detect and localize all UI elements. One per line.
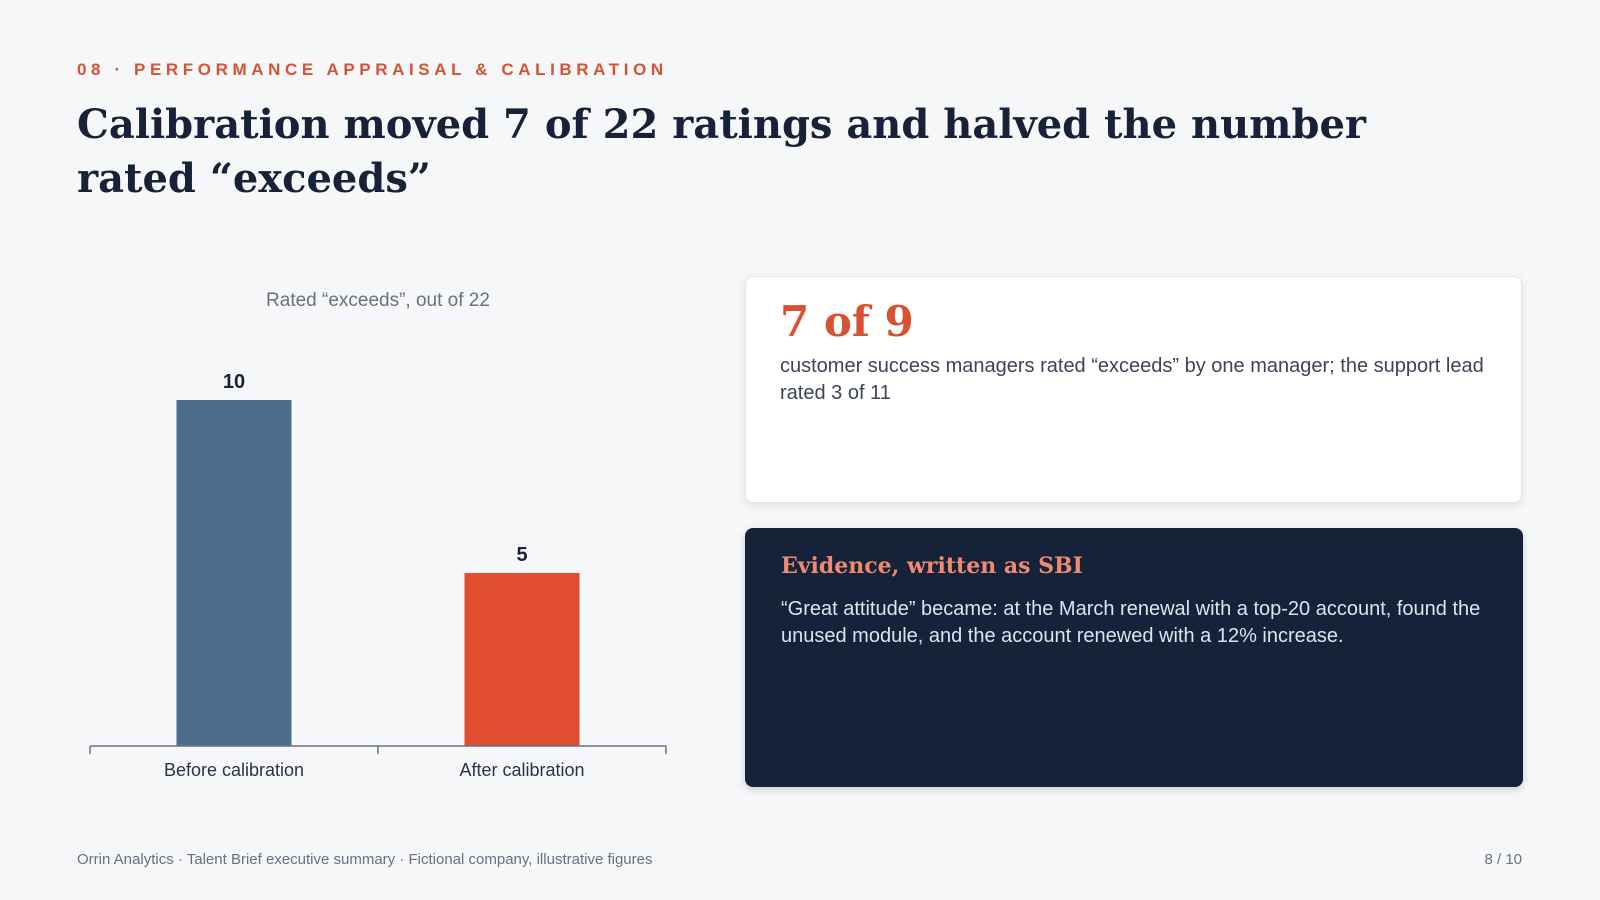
footer-source: Orrin Analytics · Talent Brief executive… [77, 851, 653, 868]
x-tick-label-2: After calibration [459, 760, 584, 780]
bar-chart-svg: Rated “exceeds”, out of 22 10 Before calib… [89, 290, 667, 780]
x-tick-label-1: Before calibration [164, 760, 304, 780]
section-eyebrow: 08 · PERFORMANCE APPRAISAL & CALIBRATION [77, 60, 668, 79]
bar-1 [176, 400, 292, 746]
evidence-card: Evidence, written as SBI “Great attitude… [745, 528, 1523, 787]
stat-card: 7 of 9 customer success managers rated “… [745, 276, 1522, 503]
chart-title: Rated “exceeds”, out of 22 [266, 290, 490, 311]
stat-value: 7 of 9 [780, 297, 914, 346]
bar-value-label-2: 5 [516, 544, 527, 566]
page-number: 8 / 10 [1484, 851, 1522, 868]
evidence-title: Evidence, written as SBI [781, 553, 1083, 579]
stat-description: customer success managers rated “exceeds… [780, 355, 1484, 404]
evidence-body: “Great attitude” became: at the March re… [781, 598, 1481, 647]
bar-2 [464, 573, 580, 746]
bar-value-label-1: 10 [223, 371, 245, 393]
slide-headline: Calibration moved 7 of 22 ratings and ha… [77, 101, 1366, 202]
bar-chart: Rated “exceeds”, out of 22 10 Before calib… [60, 270, 700, 800]
